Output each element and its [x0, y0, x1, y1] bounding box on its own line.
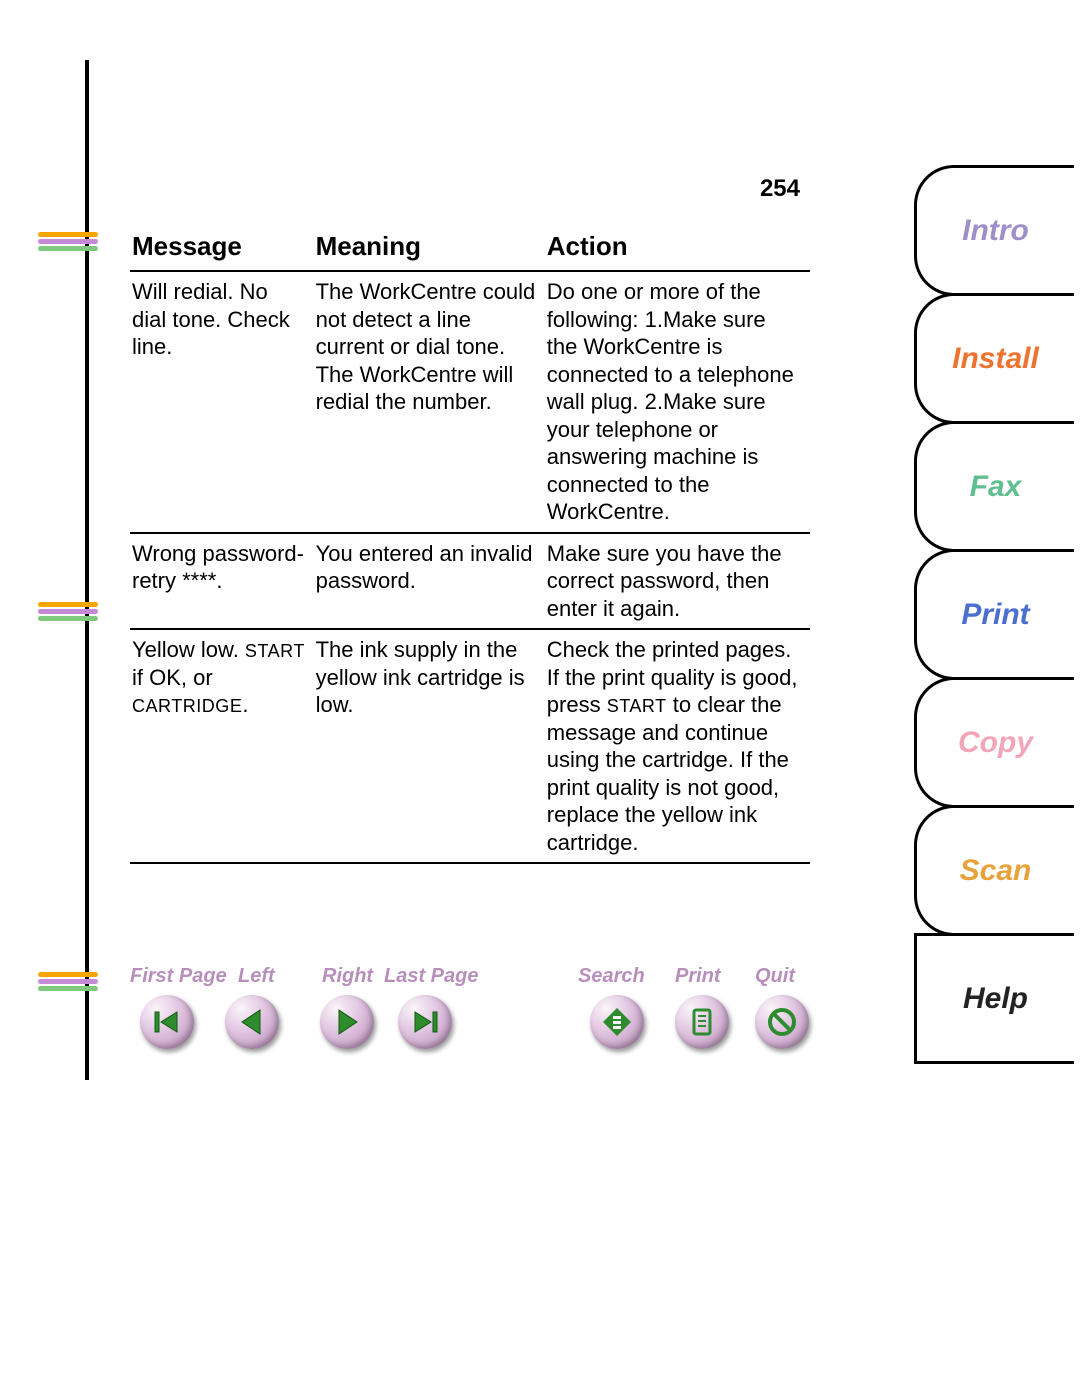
- cell-message: Will redial. No dial tone. Check line.: [130, 271, 314, 533]
- tab-intro[interactable]: Intro: [914, 165, 1074, 296]
- tab-help[interactable]: Help: [914, 933, 1074, 1064]
- nav-label-right: Right: [322, 965, 373, 988]
- tab-scan[interactable]: Scan: [914, 805, 1074, 936]
- print-icon: [686, 1006, 718, 1038]
- left-button[interactable]: [225, 995, 279, 1049]
- nav-label-first-page: First Page: [130, 965, 227, 988]
- right-button[interactable]: [320, 995, 374, 1049]
- quit-button[interactable]: [755, 995, 809, 1049]
- col-header-message: Message: [130, 225, 314, 271]
- table-row: Yellow low. START if OK, or CARTRIDGE. T…: [130, 629, 810, 863]
- tab-print[interactable]: Print: [914, 549, 1074, 680]
- col-header-action: Action: [545, 225, 810, 271]
- col-header-meaning: Meaning: [314, 225, 545, 271]
- tab-fax[interactable]: Fax: [914, 421, 1074, 552]
- cell-action: Make sure you have the correct password,…: [545, 533, 810, 630]
- binder-ring: [38, 970, 98, 992]
- nav-label-print: Print: [675, 965, 721, 988]
- cell-message: Yellow low. START if OK, or CARTRIDGE.: [130, 629, 314, 863]
- cell-meaning: The ink supply in the yellow ink cartrid…: [314, 629, 545, 863]
- tab-install[interactable]: Install: [914, 293, 1074, 424]
- chevron-right-icon: [331, 1006, 363, 1038]
- side-tabs: Intro Install Fax Print Copy Scan Help: [914, 165, 1074, 1061]
- page-number: 254: [110, 175, 800, 203]
- chevron-left-icon: [236, 1006, 268, 1038]
- last-page-icon: [409, 1006, 441, 1038]
- nav-label-last-page: Last Page: [384, 965, 478, 988]
- search-icon: [601, 1006, 633, 1038]
- binder-spine: [85, 60, 89, 1080]
- cell-meaning: The WorkCentre could not detect a line c…: [314, 271, 545, 533]
- cell-message: Wrong password-retry ****.: [130, 533, 314, 630]
- tab-copy[interactable]: Copy: [914, 677, 1074, 808]
- message-table: Message Meaning Action Will redial. No d…: [130, 225, 810, 864]
- quit-icon: [766, 1006, 798, 1038]
- last-page-button[interactable]: [398, 995, 452, 1049]
- cell-action: Do one or more of the following: 1.Make …: [545, 271, 810, 533]
- table-row: Will redial. No dial tone. Check line. T…: [130, 271, 810, 533]
- nav-label-quit: Quit: [755, 965, 795, 988]
- nav-label-search: Search: [578, 965, 645, 988]
- first-page-button[interactable]: [140, 995, 194, 1049]
- table-row: Wrong password-retry ****. You entered a…: [130, 533, 810, 630]
- print-button[interactable]: [675, 995, 729, 1049]
- nav-label-left: Left: [238, 965, 275, 988]
- cell-meaning: You entered an invalid password.: [314, 533, 545, 630]
- binder-ring: [38, 600, 98, 622]
- binder-ring: [38, 230, 98, 252]
- search-button[interactable]: [590, 995, 644, 1049]
- cell-action: Check the printed pages. If the print qu…: [545, 629, 810, 863]
- first-page-icon: [151, 1006, 183, 1038]
